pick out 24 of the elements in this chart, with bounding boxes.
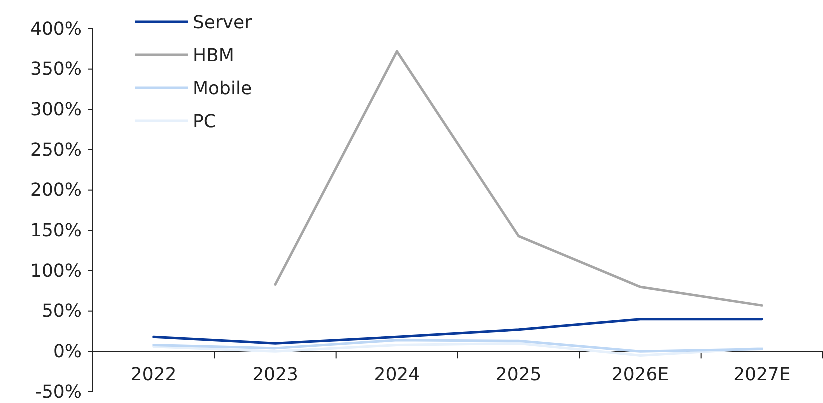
x-tick-label: 2024 (374, 364, 420, 386)
y-tick-label: 200% (30, 180, 82, 202)
y-tick-label: 300% (30, 99, 82, 120)
y-tick-label: 0% (53, 341, 82, 362)
line-series (274, 50, 764, 307)
legend-label: Server (193, 12, 253, 34)
x-tick-label: 2026E (612, 364, 670, 386)
line-series (152, 339, 764, 353)
y-tick-label: -50% (35, 382, 82, 403)
y-tick-label: 350% (30, 59, 82, 80)
x-tick-label: 2025 (496, 364, 542, 386)
legend-label: HBM (193, 45, 234, 66)
y-tick-label: 400% (30, 18, 82, 40)
legend-label: PC (193, 111, 216, 132)
y-tick-label: 50% (42, 301, 82, 322)
y-tick-label: 250% (30, 140, 82, 161)
x-tick-label: 2022 (130, 364, 177, 386)
line-series (152, 318, 764, 345)
legend-label: Mobile (193, 78, 252, 100)
y-tick-label: 100% (30, 260, 82, 282)
line-series (152, 342, 764, 357)
y-tick-label: 150% (30, 220, 82, 242)
x-tick-label: 2023 (252, 364, 298, 386)
x-tick-label: 2027E (734, 364, 791, 386)
